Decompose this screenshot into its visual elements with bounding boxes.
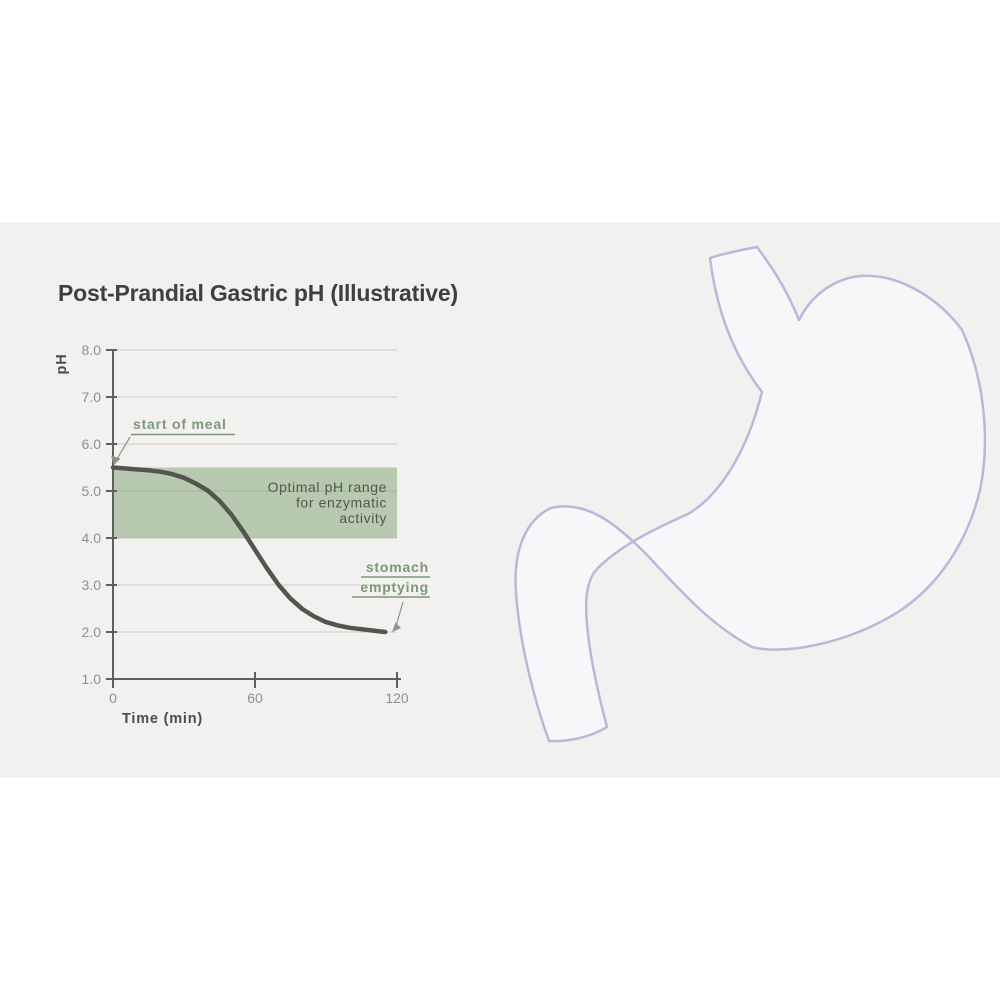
stomach-outline	[514, 245, 987, 743]
stomach-emptying-arrowhead	[392, 622, 401, 632]
optimal-ph-band	[113, 467, 397, 538]
optimal-ph-band-label: for enzymatic	[296, 495, 387, 511]
y-tick-label: 5.0	[82, 483, 102, 499]
x-tick-label: 60	[247, 690, 263, 706]
start-of-meal-arrowhead	[111, 455, 121, 465]
y-axis-title: pH	[54, 354, 70, 375]
y-tick-label: 7.0	[82, 389, 102, 405]
chart-title: Post-Prandial Gastric pH (Illustrative)	[58, 280, 458, 306]
y-tick-label: 3.0	[82, 577, 102, 593]
y-tick-label: 1.0	[82, 671, 102, 687]
optimal-ph-band-label: activity	[339, 510, 387, 526]
y-tick-label: 6.0	[82, 436, 102, 452]
stomach-emptying-label: stomach	[366, 559, 429, 575]
x-tick-label: 0	[109, 690, 117, 706]
optimal-ph-band-label: Optimal pH range	[268, 479, 387, 495]
stomach-emptying-label: emptying	[360, 579, 429, 595]
x-axis-title: Time (min)	[122, 711, 203, 727]
y-tick-label: 4.0	[82, 530, 102, 546]
ph-curve	[110, 465, 388, 635]
y-tick-label: 8.0	[82, 342, 102, 358]
stomach-emptying-leader-line	[395, 601, 404, 627]
start-of-meal-leader-line	[116, 436, 131, 460]
stomach-illustration	[514, 245, 987, 743]
y-tick-label: 2.0	[82, 624, 102, 640]
x-tick-label: 120	[385, 690, 409, 706]
start-of-meal-label: start of meal	[133, 416, 227, 432]
